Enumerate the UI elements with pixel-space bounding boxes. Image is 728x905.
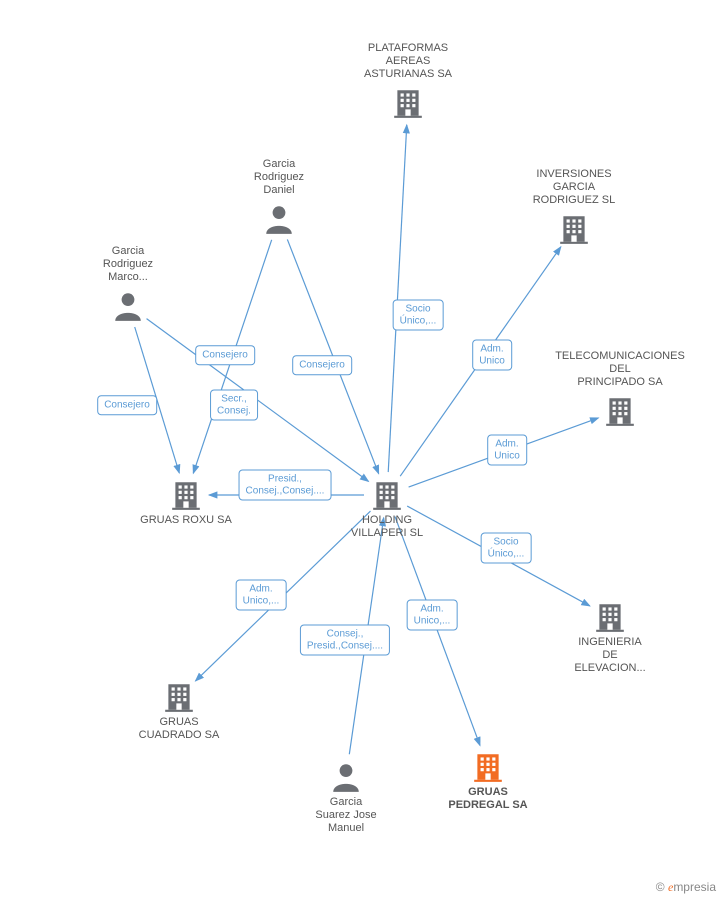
- node-inversiones[interactable]: INVERSIONES GARCIA RODRIGUEZ SL: [494, 168, 654, 246]
- node-telecom[interactable]: TELECOMUNICACIONES DEL PRINCIPADO SA: [540, 350, 700, 428]
- person-icon: [199, 202, 359, 236]
- node-label: INVERSIONES GARCIA RODRIGUEZ SL: [494, 168, 654, 208]
- edge-holding-plataformas: [388, 125, 407, 472]
- node-label: PLATAFORMAS AEREAS ASTURIANAS SA: [328, 42, 488, 82]
- node-label: Garcia Rodriguez Marco...: [48, 245, 208, 285]
- edge-label-holding-roxu[interactable]: Presid., Consej.,Consej....: [239, 470, 332, 501]
- node-label: Garcia Suarez Jose Manuel: [266, 796, 426, 836]
- person-icon: [266, 760, 426, 794]
- node-label: GRUAS ROXU SA: [106, 514, 266, 527]
- company-icon: [530, 600, 690, 634]
- edge-label-jose-holding[interactable]: Consej., Presid.,Consej....: [300, 625, 390, 656]
- node-plataformas[interactable]: PLATAFORMAS AEREAS ASTURIANAS SA: [328, 42, 488, 120]
- node-daniel[interactable]: Garcia Rodriguez Daniel: [199, 158, 359, 236]
- edge-label-holding-ingenieria[interactable]: Socio Único,...: [481, 533, 532, 564]
- company-icon: [328, 86, 488, 120]
- company-icon: [408, 750, 568, 784]
- node-label: INGENIERIA DE ELEVACION...: [530, 636, 690, 676]
- node-label: TELECOMUNICACIONES DEL PRINCIPADO SA: [540, 350, 700, 390]
- diagram-canvas: PLATAFORMAS AEREAS ASTURIANAS SA INVERSI…: [0, 0, 728, 905]
- edge-label-holding-inversiones[interactable]: Adm. Unico: [472, 340, 512, 371]
- node-label: HOLDING VILLAPERI SL: [307, 514, 467, 540]
- node-label: GRUAS CUADRADO SA: [99, 716, 259, 742]
- brand-rest: mpresia: [673, 880, 716, 894]
- copyright: © empresia: [656, 880, 716, 895]
- person-icon: [48, 289, 208, 323]
- copyright-symbol: ©: [656, 880, 665, 894]
- edge-label-daniel-holding[interactable]: Consejero: [292, 355, 352, 375]
- edge-holding-pedregal: [395, 517, 480, 746]
- edge-label-holding-cuadrado[interactable]: Adm. Unico,...: [236, 580, 287, 611]
- edge-label-marco-roxu[interactable]: Consejero: [97, 395, 157, 415]
- edge-label-daniel-roxu[interactable]: Secr., Consej.: [210, 390, 258, 421]
- node-label: Garcia Rodriguez Daniel: [199, 158, 359, 198]
- edge-label-marco-holding[interactable]: Consejero: [195, 345, 255, 365]
- edge-label-holding-telecom[interactable]: Adm. Unico: [487, 435, 527, 466]
- node-pedregal[interactable]: GRUAS PEDREGAL SA: [408, 750, 568, 812]
- edge-label-holding-pedregal[interactable]: Adm. Unico,...: [407, 600, 458, 631]
- node-jose[interactable]: Garcia Suarez Jose Manuel: [266, 760, 426, 836]
- company-icon: [99, 680, 259, 714]
- node-label: GRUAS PEDREGAL SA: [408, 786, 568, 812]
- node-ingenieria[interactable]: INGENIERIA DE ELEVACION...: [530, 600, 690, 676]
- edge-label-holding-plataformas[interactable]: Socio Único,...: [393, 300, 444, 331]
- node-marco[interactable]: Garcia Rodriguez Marco...: [48, 245, 208, 323]
- node-cuadrado[interactable]: GRUAS CUADRADO SA: [99, 680, 259, 742]
- company-icon: [540, 394, 700, 428]
- company-icon: [494, 212, 654, 246]
